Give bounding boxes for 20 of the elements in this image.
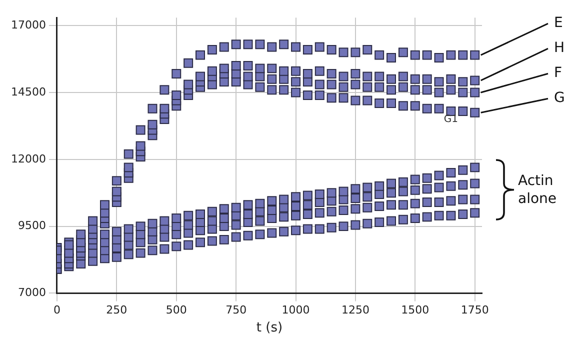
text: H [554, 40, 565, 56]
text: G [554, 90, 565, 106]
text: E [554, 15, 563, 32]
annotation: G1 [444, 114, 458, 125]
x-axis-title: t (s) [256, 320, 283, 336]
y-tick-label: 9500 [18, 219, 46, 232]
text: Actin alone [518, 172, 558, 208]
x-tick-label: 1500 [401, 304, 430, 317]
x-tick-label: 1250 [341, 304, 370, 317]
text: F [554, 65, 562, 82]
x-tick-label: 250 [106, 304, 128, 317]
y-tick-label: 12000 [10, 152, 46, 166]
y-tick-label: 14500 [10, 85, 46, 98]
x-tick-label: 1750 [460, 304, 489, 317]
y-tick-label: 17000 [10, 18, 46, 32]
x-tick-label: 500 [166, 304, 187, 317]
y-tick-label: 7000 [18, 286, 46, 300]
x-tick-label: 750 [226, 304, 247, 317]
x-tick-label: 0 [53, 304, 60, 317]
x-tick-label: 1000 [282, 304, 310, 317]
